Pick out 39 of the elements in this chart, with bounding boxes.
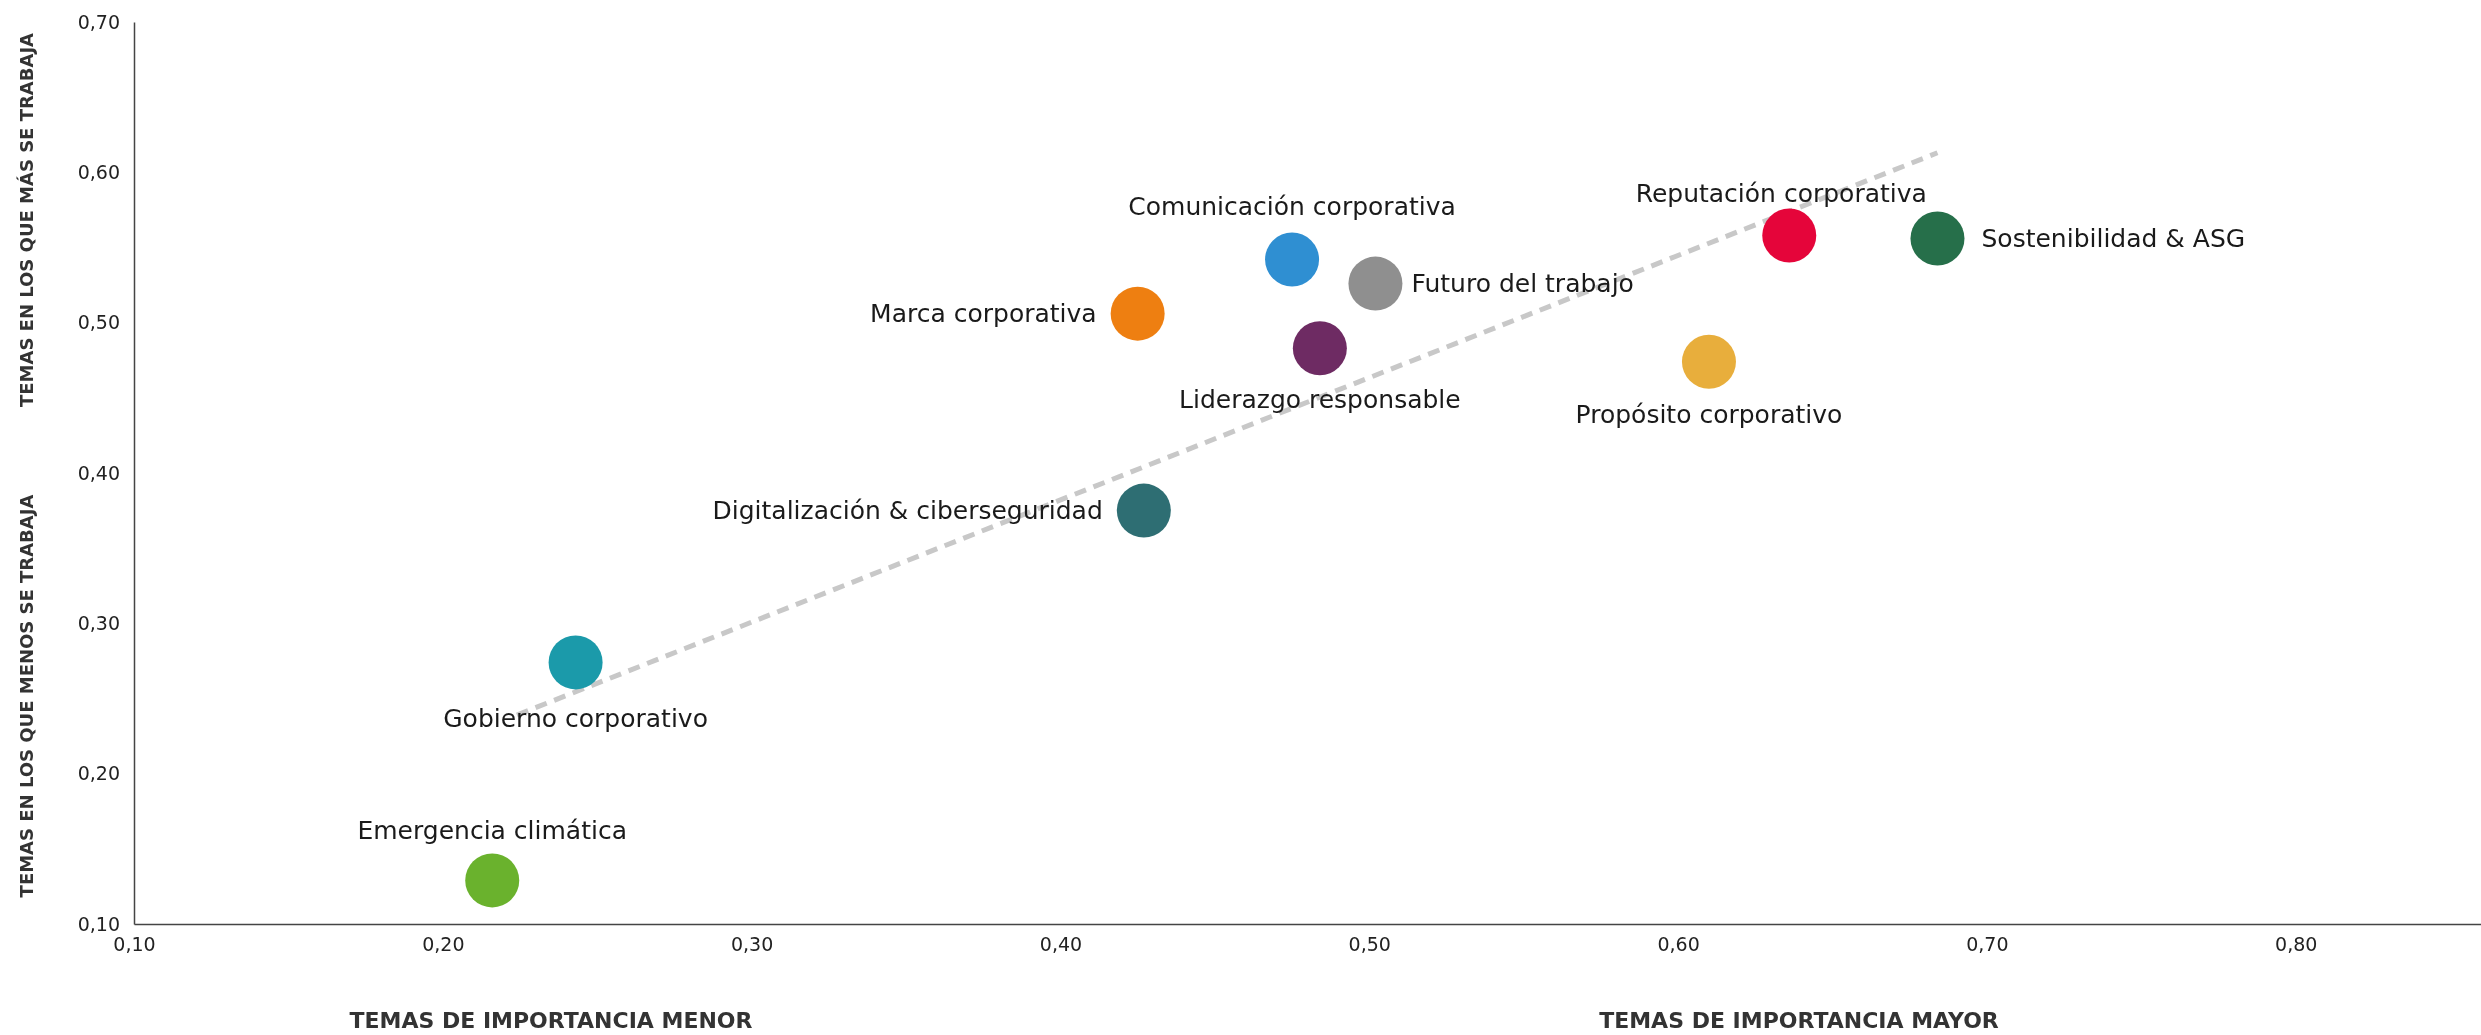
series-label: Propósito corporativo bbox=[1575, 399, 1843, 429]
y-tick-label: 0,20 bbox=[77, 762, 120, 785]
y-tick-label: 0,50 bbox=[77, 311, 120, 334]
text: TEMAS DE IMPORTANCIA MENOR bbox=[349, 1007, 753, 1033]
series-label: Gobierno corporativo bbox=[443, 704, 708, 734]
point bbox=[1265, 232, 1320, 287]
x-tick-label: 0,40 bbox=[1039, 933, 1083, 956]
point bbox=[1762, 208, 1817, 263]
series-label: Emergencia climática bbox=[357, 816, 627, 846]
point bbox=[1292, 321, 1347, 376]
point bbox=[1110, 286, 1165, 341]
text: TEMAS EN LOS QUE MENOS SE TRABAJA bbox=[16, 494, 38, 898]
point bbox=[1348, 256, 1403, 311]
point bbox=[1681, 334, 1736, 389]
series-label: Liderazgo responsable bbox=[1179, 384, 1461, 414]
x-tick-label: 0,50 bbox=[1348, 933, 1391, 956]
series-label: Comunicación corporativa bbox=[1128, 192, 1456, 222]
text: TEMAS DE IMPORTANCIA MAYOR bbox=[1599, 1007, 1999, 1033]
point bbox=[548, 635, 603, 690]
y-tick-label: 0,40 bbox=[77, 461, 120, 484]
x-tick-label: 0,70 bbox=[1966, 933, 2009, 956]
series-label: Futuro del trabajo bbox=[1411, 269, 1634, 299]
y-tick-label: 0,10 bbox=[77, 912, 120, 935]
text: TEMAS EN LOS QUE MÁS SE TRABAJA bbox=[16, 32, 38, 408]
x-tick-label: 0,80 bbox=[2275, 933, 2318, 956]
x-tick-label: 0,30 bbox=[730, 933, 774, 956]
series-label: Marca corporativa bbox=[870, 299, 1097, 329]
point bbox=[1116, 483, 1171, 538]
y-tick-label: 0,70 bbox=[77, 10, 120, 33]
point bbox=[465, 853, 520, 908]
series-label: Digitalización & ciberseguridad bbox=[712, 496, 1103, 526]
y-tick-label: 0,30 bbox=[77, 611, 120, 634]
series-label: Sostenibilidad & ASG bbox=[1981, 224, 2246, 254]
y-tick-label: 0,60 bbox=[77, 160, 120, 183]
x-tick-label: 0,10 bbox=[113, 933, 156, 956]
series-label: Reputación corporativa bbox=[1635, 179, 1927, 209]
x-tick-label: 0,60 bbox=[1657, 933, 1700, 956]
point bbox=[1910, 211, 1965, 266]
x-tick-label: 0,20 bbox=[422, 933, 465, 956]
